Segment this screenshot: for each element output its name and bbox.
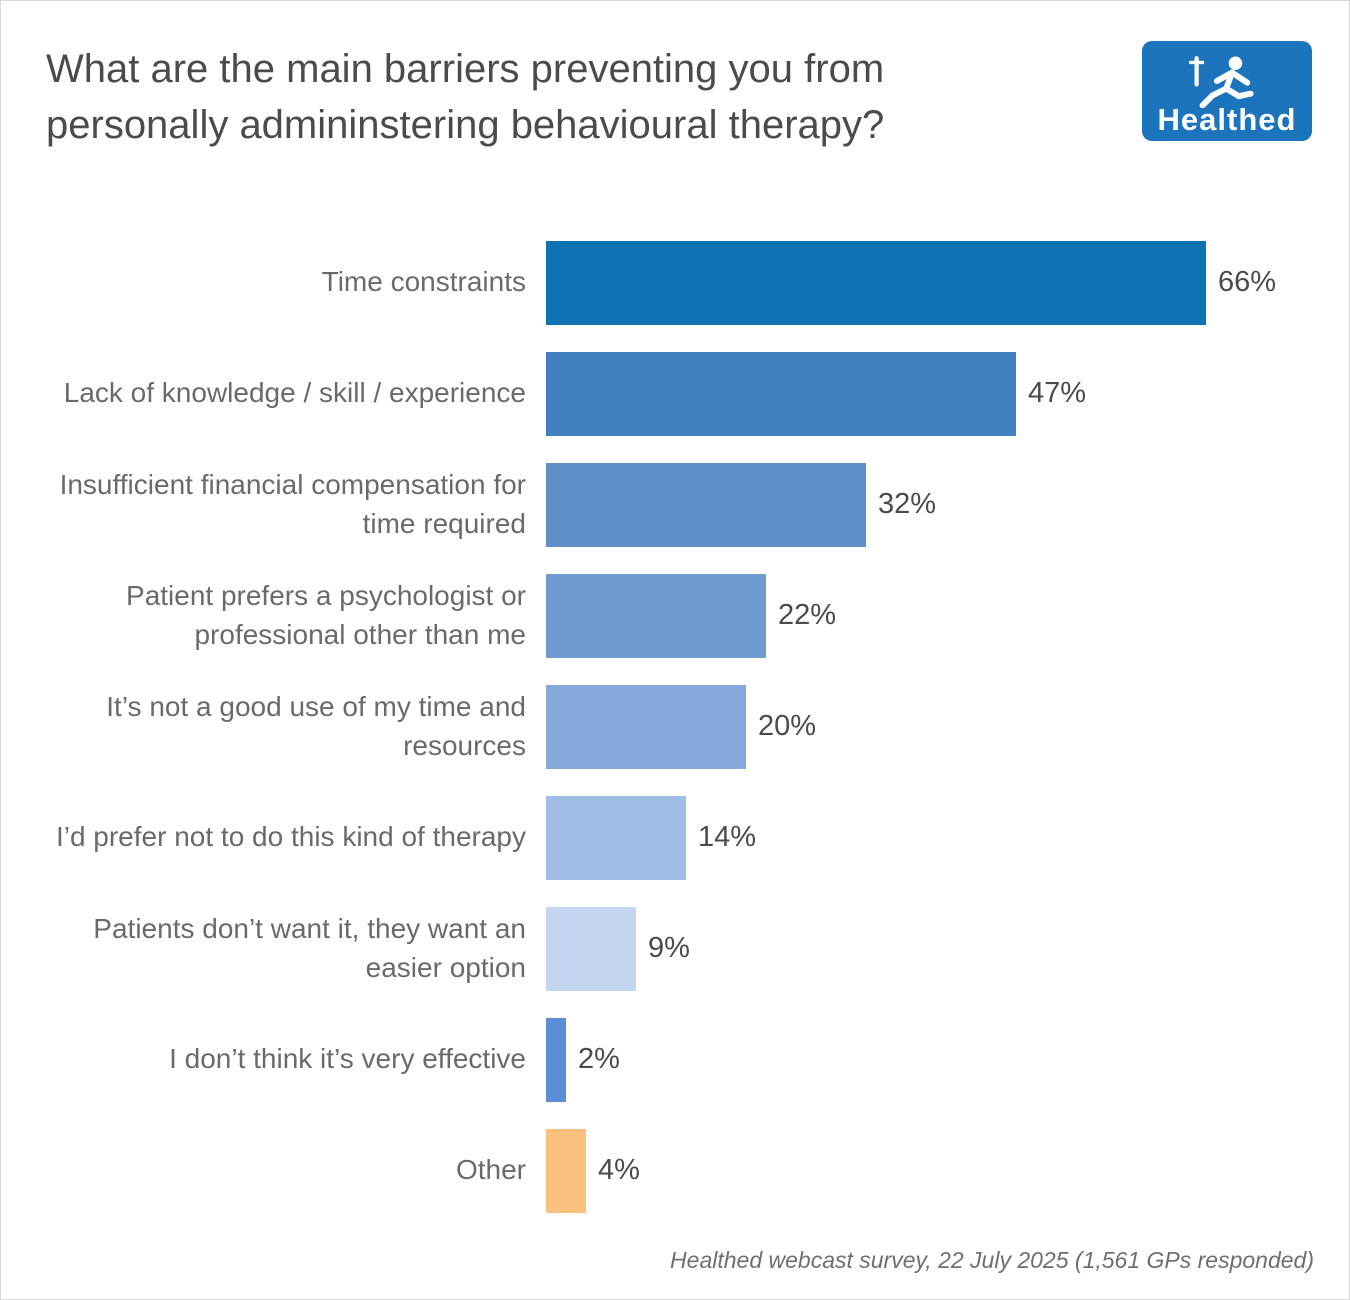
value-label: 66% xyxy=(1218,266,1277,298)
bar[interactable] xyxy=(546,573,766,658)
bar-area: 14% xyxy=(546,795,1329,880)
bar[interactable] xyxy=(546,462,866,547)
value-label: 47% xyxy=(1028,377,1087,409)
value-label: 4% xyxy=(598,1154,640,1186)
bar-area: 47% xyxy=(546,351,1329,436)
logo-wordmark: Healthed xyxy=(1157,102,1297,137)
bar-chart: Time constraints 66% Lack of knowledge / s… xyxy=(46,227,1329,1226)
category-label: Lack of knowledge / skill / experience xyxy=(63,377,526,409)
category-label: Insufficient financial compensation for … xyxy=(59,468,526,539)
healthed-logo: Healthed xyxy=(1142,41,1312,141)
value-label: 22% xyxy=(778,599,837,631)
source-note: Healthed webcast survey, 22 July 2025 (1… xyxy=(670,1247,1314,1273)
value-label: 9% xyxy=(648,932,690,964)
value-label: 14% xyxy=(698,821,757,853)
chart-row: Patients don’t want it, they want an eas… xyxy=(46,893,1329,1004)
bar[interactable] xyxy=(546,240,1206,325)
category-label: Patient prefers a psychologist or profes… xyxy=(126,579,526,650)
value-label: 20% xyxy=(758,710,817,742)
category-label: Other xyxy=(455,1154,526,1186)
value-label: 2% xyxy=(578,1043,620,1075)
bar[interactable] xyxy=(546,684,746,769)
chart-row: Patient prefers a psychologist or profes… xyxy=(46,560,1329,671)
chart-row: Other 4% xyxy=(46,1115,1329,1226)
category-label: It’s not a good use of my time and resou… xyxy=(106,690,526,761)
chart-row: Insufficient financial compensation for … xyxy=(46,449,1329,560)
chart-row: I’d prefer not to do this kind of therap… xyxy=(46,782,1329,893)
chart-row: I don’t think it’s very effective 2% xyxy=(46,1004,1329,1115)
bar-area: 20% xyxy=(546,684,1329,769)
category-label: Patients don’t want it, they want an eas… xyxy=(93,912,526,983)
chart-title: What are the main barriers preventing yo… xyxy=(46,47,885,147)
value-label: 32% xyxy=(878,488,937,520)
bar[interactable] xyxy=(546,1128,586,1213)
category-label: Time constraints xyxy=(321,266,526,298)
chart-row: It’s not a good use of my time and resou… xyxy=(46,671,1329,782)
chart-row: Lack of knowledge / skill / experience 47… xyxy=(46,338,1329,449)
bar-area: 32% xyxy=(546,462,1329,547)
chart-row: Time constraints 66% xyxy=(46,227,1329,338)
bar-area: 2% xyxy=(546,1017,1329,1102)
header: What are the main barriers preventing yo… xyxy=(46,41,1312,153)
bar-area: 22% xyxy=(546,573,1329,658)
category-label: I don’t think it’s very effective xyxy=(169,1043,526,1075)
bar[interactable] xyxy=(546,795,686,880)
bar-area: 66% xyxy=(546,240,1329,325)
bar-area: 4% xyxy=(546,1128,1329,1213)
category-label: I’d prefer not to do this kind of therap… xyxy=(55,821,526,853)
bar[interactable] xyxy=(546,906,636,991)
bar[interactable] xyxy=(546,1017,566,1102)
running-figure-icon xyxy=(1175,54,1279,108)
bar-area: 9% xyxy=(546,906,1329,991)
bar[interactable] xyxy=(546,351,1016,436)
